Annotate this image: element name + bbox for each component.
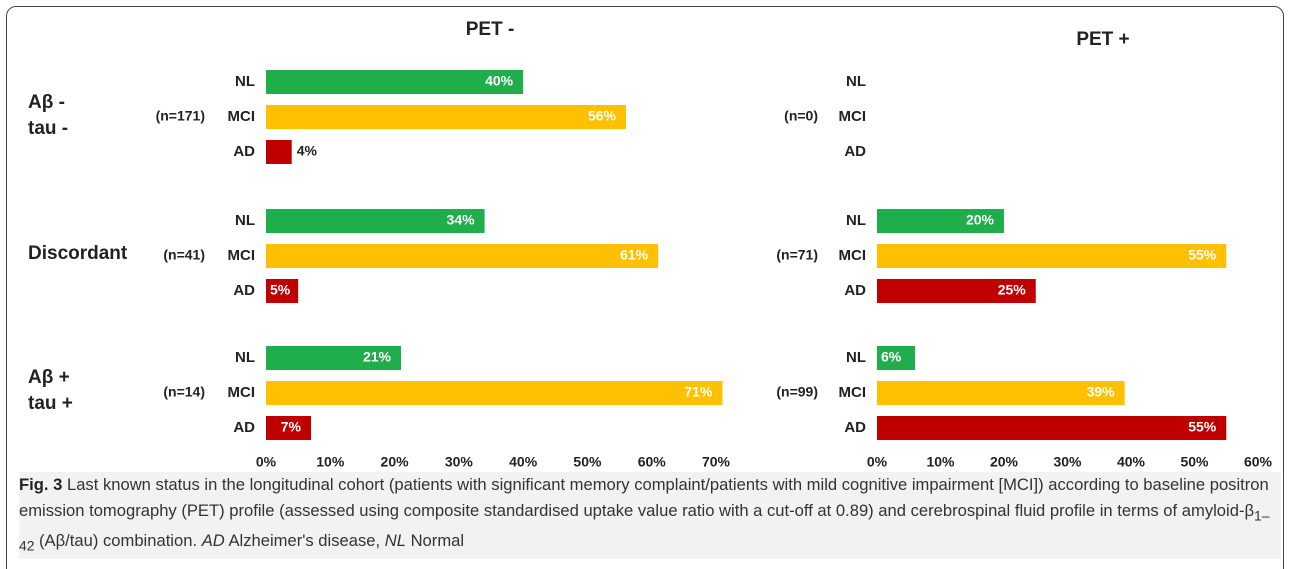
x-tick-label: 0% (256, 454, 277, 470)
category-label: NL (235, 349, 255, 366)
bar (266, 209, 485, 233)
category-label: NL (235, 212, 255, 229)
row-label: Discordant (28, 243, 128, 264)
category-label: MCI (839, 247, 867, 264)
bar (266, 279, 299, 303)
category-label: AD (844, 143, 866, 160)
bar (266, 105, 626, 129)
n-label: (n=171) (156, 108, 205, 124)
n-label: (n=99) (776, 384, 818, 400)
bar (877, 279, 1036, 303)
category-label: MCI (839, 108, 867, 125)
category-label: MCI (839, 384, 867, 401)
bar (877, 381, 1125, 405)
value-label: 4% (297, 143, 318, 159)
frame (6, 6, 1284, 569)
x-tick-label: 10% (926, 454, 955, 470)
n-label: (n=14) (163, 384, 205, 400)
value-label: 21% (363, 349, 392, 365)
value-label: 56% (588, 108, 617, 124)
category-label: NL (846, 349, 866, 366)
value-label: 20% (966, 212, 995, 228)
row-label: Aβ - (28, 92, 65, 113)
category-label: MCI (228, 384, 256, 401)
bar (266, 244, 659, 268)
x-tick-label: 40% (509, 454, 538, 470)
x-tick-label: 40% (1117, 454, 1146, 470)
x-tick-label: 10% (316, 454, 345, 470)
caption-text: Normal (410, 531, 465, 551)
bar (266, 140, 292, 164)
x-tick-label: 30% (445, 454, 474, 470)
value-label: 71% (684, 384, 713, 400)
n-label: (n=0) (784, 108, 818, 124)
x-tick-label: 30% (1053, 454, 1082, 470)
bar (266, 70, 524, 94)
n-label: (n=71) (776, 247, 818, 263)
category-label: NL (846, 73, 866, 90)
value-label: 61% (620, 247, 649, 263)
value-label: 40% (485, 73, 514, 89)
category-label: NL (235, 73, 255, 90)
category-label: MCI (228, 247, 256, 264)
caption-text: Last known status in the longitudinal co… (19, 475, 1269, 520)
row-label: tau - (28, 118, 68, 139)
category-label: AD (233, 282, 255, 299)
value-label: 6% (881, 349, 902, 365)
bar (266, 416, 311, 440)
x-tick-label: 20% (381, 454, 410, 470)
x-tick-label: 0% (867, 454, 888, 470)
value-label: 55% (1188, 247, 1217, 263)
x-tick-label: 70% (702, 454, 731, 470)
category-label: MCI (228, 108, 256, 125)
caption-text: Alzheimer's disease, (228, 531, 381, 551)
chart: Aβ - tau - Discordant Aβ + tau + PET - 0%… (28, 19, 1273, 470)
x-tick-label: 60% (638, 454, 667, 470)
x-tick-label: 50% (573, 454, 602, 470)
x-tick-label: 50% (1180, 454, 1209, 470)
row-label: tau + (28, 393, 73, 414)
category-label: AD (233, 143, 255, 160)
bar (266, 346, 401, 370)
value-label: 39% (1087, 384, 1116, 400)
chart-title: PET - (466, 19, 515, 40)
caption-subscript: 1–42 (19, 506, 1270, 554)
n-label: (n=41) (163, 247, 205, 263)
bar (877, 244, 1227, 268)
caption: Fig. 3 Last known status in the longitud… (19, 472, 1281, 560)
value-label: 7% (281, 419, 302, 435)
x-tick-label: 60% (1244, 454, 1273, 470)
caption-text: (Aβ/tau) combination. (39, 531, 198, 551)
bar (266, 381, 723, 405)
value-label: 25% (998, 282, 1027, 298)
bar (877, 209, 1004, 233)
category-label: AD (233, 419, 255, 436)
row-label: Aβ + (28, 367, 70, 388)
caption-label: Fig. 3 (19, 475, 63, 494)
value-label: 55% (1188, 419, 1217, 435)
value-label: 34% (447, 212, 476, 228)
bar (877, 346, 916, 370)
value-label: 5% (270, 282, 291, 298)
category-label: AD (844, 282, 866, 299)
chart-title: PET + (1076, 29, 1129, 50)
caption-abbr: NL (384, 531, 406, 551)
caption-abbr: AD (201, 531, 225, 551)
bar (877, 416, 1227, 440)
category-label: AD (844, 419, 866, 436)
x-tick-label: 20% (990, 454, 1019, 470)
category-label: NL (846, 212, 866, 229)
